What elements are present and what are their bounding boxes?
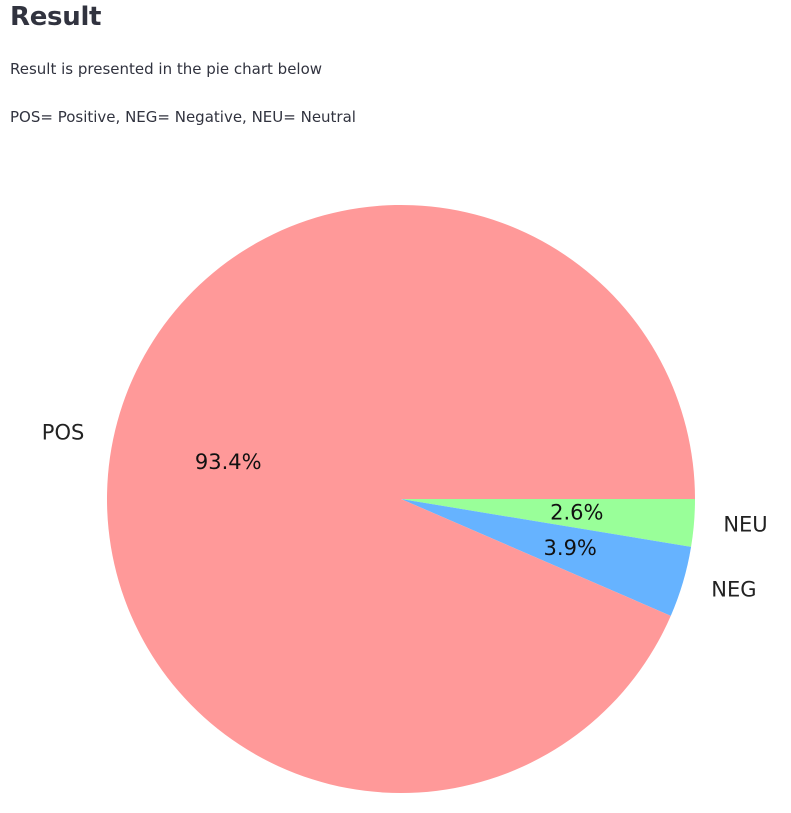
page-title: Result <box>10 2 102 32</box>
chart-description: Result is presented in the pie chart bel… <box>10 60 323 78</box>
pie-label-neg: NEG <box>711 577 756 601</box>
pie-percent-pos: 93.4% <box>195 450 262 474</box>
pie-slice-neg <box>401 499 692 616</box>
pie-slice-neu <box>401 499 695 547</box>
pie-label-pos: POS <box>42 420 85 444</box>
abbreviation-legend: POS= Positive, NEG= Negative, NEU= Neutr… <box>10 108 356 126</box>
pie-slice-pos <box>106 205 695 794</box>
pie-label-neu: NEU <box>723 512 767 536</box>
pie-percent-neg: 3.9% <box>544 536 597 560</box>
pie-percent-neu: 2.6% <box>550 500 603 524</box>
